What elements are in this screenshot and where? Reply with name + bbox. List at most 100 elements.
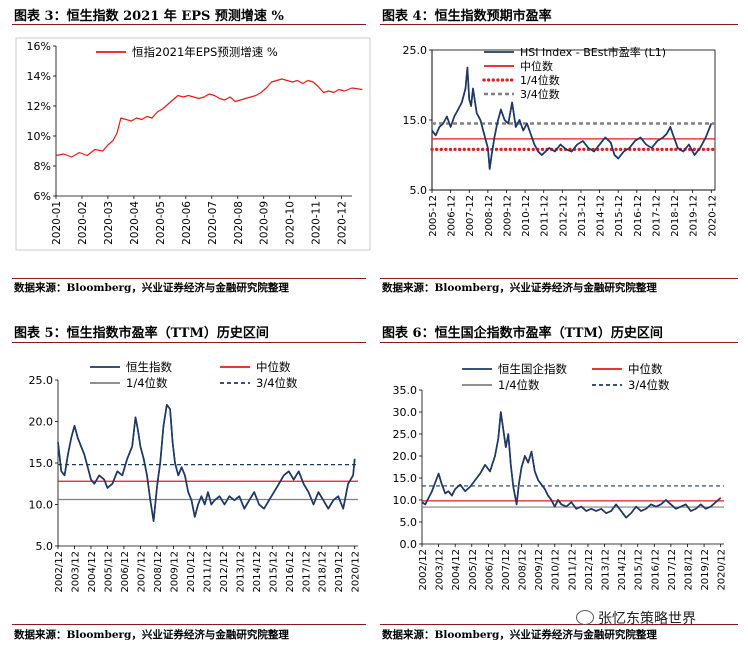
c4-legend-label-2: 1/4位数 bbox=[520, 73, 560, 87]
chart-5-title: 图表 5：恒生指数市盈率（TTM）历史区间 bbox=[14, 326, 269, 341]
c6-x-tick-label: 2009/12 bbox=[534, 549, 545, 591]
c4-y-tick-label: 5.0 bbox=[410, 184, 428, 197]
c6-y-tick-label: 20.0 bbox=[393, 450, 418, 463]
c5-y-tick-label: 10.0 bbox=[29, 499, 54, 512]
c4-x-tick-label: 2019-12 bbox=[689, 195, 700, 237]
c5-x-tick-label: 2012/12 bbox=[219, 551, 230, 593]
c6-y-tick-label: 0.0 bbox=[400, 538, 418, 551]
chart-4-title: 图表 4：恒生指数预期市盈率 bbox=[382, 9, 552, 24]
chart-6-svg: 0.0 5.0 10.0 15.0 20.0 25.0 30.0 35.0 2002/12 200… bbox=[393, 362, 728, 591]
c3-x-tick-label: 2020-06 bbox=[181, 201, 193, 245]
c5-y-tick-label: 25.0 bbox=[29, 374, 54, 387]
c6-x-tick-label: 2011/12 bbox=[567, 549, 578, 591]
c5-x-tick-label: 2018/12 bbox=[318, 551, 329, 593]
c3-y-tick-label: 16% bbox=[27, 40, 51, 53]
c5-x-tick-label: 2005/12 bbox=[103, 551, 114, 593]
c4-x-tick-label: 2017-12 bbox=[651, 195, 662, 237]
c5-x-tick-label: 2019/12 bbox=[334, 551, 345, 593]
watermark-text: 张忆东策略世界 bbox=[598, 611, 696, 627]
c5-x-tick-label: 2003/12 bbox=[70, 551, 81, 593]
c4-x-tick-label: 2018-12 bbox=[670, 195, 681, 237]
c6-x-tick-label: 2018/12 bbox=[683, 549, 694, 591]
c6-legend-label-3: 3/4位数 bbox=[628, 378, 670, 392]
c5-x-tick-label: 2008/12 bbox=[153, 551, 164, 593]
watermark: 张忆东策略世界 bbox=[576, 608, 696, 628]
c4-x-tick-label: 2016-12 bbox=[633, 195, 644, 237]
c3-y-tick-label: 6% bbox=[34, 190, 51, 203]
c3-x-tick-label: 2020-05 bbox=[155, 201, 167, 245]
c4-y-tick-label: 15.0 bbox=[403, 114, 428, 127]
c3-x-tick-label: 2020-11 bbox=[311, 201, 323, 245]
c4-x-tick-label: 2014-12 bbox=[596, 195, 607, 237]
c5-x-tick-label: 2006/12 bbox=[120, 551, 131, 593]
c3-x-tick-label: 2020-08 bbox=[233, 201, 245, 245]
c4-y-tick-label: 25.0 bbox=[403, 44, 428, 57]
c6-x-tick-label: 2008/12 bbox=[518, 549, 529, 591]
c6-x-tick-label: 2019/12 bbox=[700, 549, 711, 591]
c6-series-0-line-top bbox=[421, 411, 722, 519]
c3-series-0-line bbox=[55, 78, 363, 158]
c6-x-tick-label: 2007/12 bbox=[501, 549, 512, 591]
c4-x-tick-label: 2008-12 bbox=[484, 195, 495, 237]
c6-y-tick-label: 30.0 bbox=[393, 406, 418, 419]
c3-x-tick-label: 2020-12 bbox=[337, 201, 349, 245]
c5-series-0-line bbox=[57, 404, 356, 522]
c6-x-tick-label: 2012/12 bbox=[584, 549, 595, 591]
c4-x-tick-label: 2020-12 bbox=[707, 195, 718, 237]
c4-x-tick-label: 2005-12 bbox=[428, 195, 439, 237]
c3-y-tick-label: 8% bbox=[34, 160, 51, 173]
c6-legend-label-1: 中位数 bbox=[628, 362, 663, 376]
c6-x-tick-label: 2010/12 bbox=[551, 549, 562, 591]
chart-5-svg: 5.0 10.0 15.0 20.0 25.0 2002/12 2003/12 2004/12… bbox=[29, 360, 362, 593]
c4-legend-label-0: HSI Index - BEst市盈率 (L1) bbox=[520, 45, 666, 59]
c6-y-tick-label: 15.0 bbox=[393, 472, 418, 485]
c3-y-tick-label: 14% bbox=[27, 70, 51, 83]
chart-4-top-rule bbox=[380, 24, 738, 25]
chart-6-top-rule bbox=[380, 342, 738, 343]
c5-x-tick-label: 2013/12 bbox=[235, 551, 246, 593]
c4-series-0-line-top bbox=[431, 66, 713, 170]
c3-legend-label-0: 恒指2021年EPS预测增速 % bbox=[132, 45, 278, 59]
c4-x-tick-label: 2009-12 bbox=[502, 195, 513, 237]
c5-legend-label-2: 1/4位数 bbox=[126, 376, 168, 390]
c6-x-tick-label: 2002/12 bbox=[418, 549, 429, 591]
c6-y-tick-label: 5.0 bbox=[400, 516, 418, 529]
c5-x-tick-label: 2020/12 bbox=[351, 551, 362, 593]
c6-x-tick-label: 2003/12 bbox=[435, 549, 446, 591]
c4-x-tick-label: 2011-12 bbox=[540, 195, 551, 237]
c5-y-tick-label: 15.0 bbox=[29, 457, 54, 470]
chart-6-title: 图表 6：恒生国企指数市盈率（TTM）历史区间 bbox=[382, 326, 663, 341]
c5-x-tick-label: 2004/12 bbox=[87, 551, 98, 593]
c6-x-tick-label: 2004/12 bbox=[451, 549, 462, 591]
c3-x-tick-label: 2020-02 bbox=[77, 201, 89, 245]
c4-series-0-line bbox=[431, 66, 713, 170]
c4-legend-label-1: 中位数 bbox=[520, 59, 553, 73]
c5-y-tick-label: 20.0 bbox=[29, 416, 54, 429]
c5-x-tick-label: 2014/12 bbox=[252, 551, 263, 593]
c5-x-tick-label: 2002/12 bbox=[54, 551, 65, 593]
chart-4-bottom-rule bbox=[380, 278, 738, 279]
c6-x-tick-label: 2015/12 bbox=[634, 549, 645, 591]
c6-y-tick-label: 25.0 bbox=[393, 428, 418, 441]
chart-4-svg: 5.0 15.0 25.0 2005-12 2006-12 2007-12 2008-12 2… bbox=[403, 44, 719, 237]
c6-y-tick-label: 10.0 bbox=[393, 494, 418, 507]
c6-x-tick-label: 2017/12 bbox=[667, 549, 678, 591]
c5-x-tick-label: 2011/12 bbox=[202, 551, 213, 593]
c3-x-tick-label: 2020-09 bbox=[259, 201, 271, 245]
c3-y-tick-label: 12% bbox=[27, 100, 51, 113]
c5-legend-label-1: 中位数 bbox=[256, 360, 291, 374]
c6-x-tick-label: 2020/12 bbox=[717, 549, 728, 591]
chart-5-source: 数据来源：Bloomberg，兴业证券经济与金融研究院整理 bbox=[14, 629, 289, 641]
c3-x-tick-label: 2020-04 bbox=[129, 201, 141, 245]
c6-x-tick-label: 2014/12 bbox=[617, 549, 628, 591]
c5-series-0-line-top bbox=[57, 404, 356, 522]
c6-x-tick-label: 2016/12 bbox=[650, 549, 661, 591]
c5-y-tick-label: 5.0 bbox=[36, 540, 54, 553]
c5-x-tick-label: 2009/12 bbox=[169, 551, 180, 593]
c6-x-tick-label: 2006/12 bbox=[484, 549, 495, 591]
chart-6-bottom-rule bbox=[380, 624, 738, 625]
chart-3-bottom-rule bbox=[12, 278, 366, 279]
c6-y-tick-label: 35.0 bbox=[393, 384, 418, 397]
c4-legend-label-3: 3/4位数 bbox=[520, 87, 560, 101]
chart-5-top-rule bbox=[12, 342, 366, 343]
